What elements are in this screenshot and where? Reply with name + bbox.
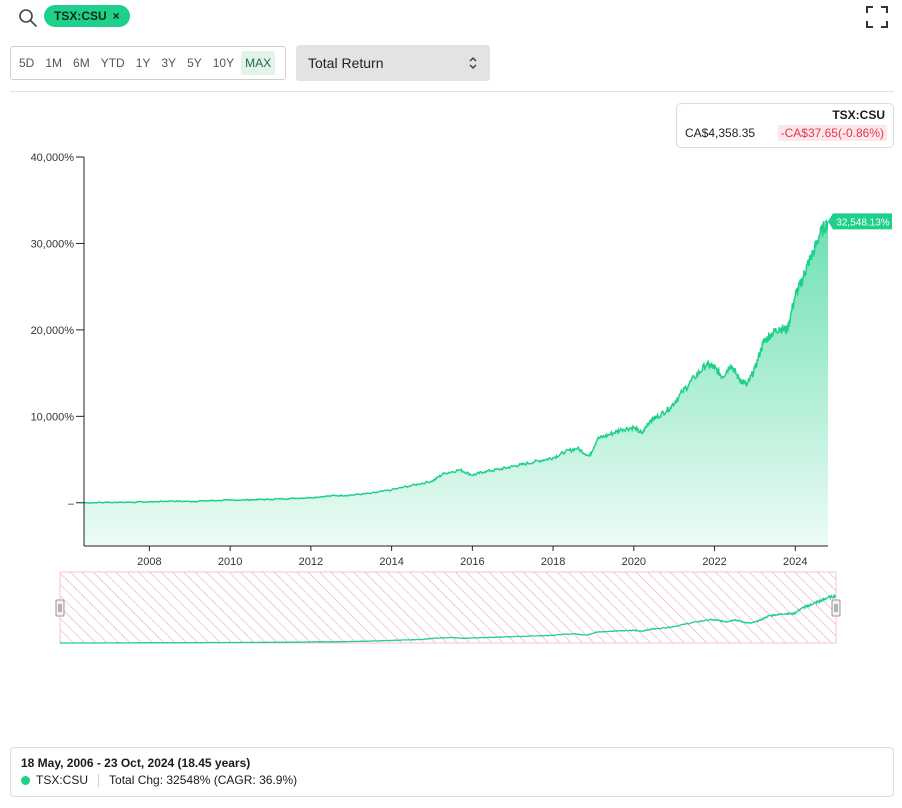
series-area-tsx-csu xyxy=(84,219,828,546)
navigator-range xyxy=(59,571,837,644)
legend-dot xyxy=(21,775,30,785)
range-button-3y[interactable]: 3Y xyxy=(161,56,177,70)
y-tick-label-40000: 40,000% xyxy=(31,152,75,164)
sort-arrows-icon xyxy=(469,57,477,69)
y-tick-label-20000: 20,000% xyxy=(31,325,75,337)
range-button-ytd[interactable]: YTD xyxy=(100,56,125,70)
x-tick-label-2018: 2018 xyxy=(541,556,565,568)
metric-select-value: Total Return xyxy=(308,55,384,71)
y-tick-label-10000: 10,000% xyxy=(31,411,75,423)
date-range-summary: 18 May, 2006 - 23 Oct, 2024 (18.45 years… xyxy=(21,756,251,770)
series-line-tsx-csu xyxy=(84,219,829,504)
end-value-label-bg xyxy=(828,213,892,230)
legend-separator xyxy=(98,773,100,787)
x-tick-label-2020: 2020 xyxy=(622,556,646,568)
x-tick-label-2016: 2016 xyxy=(460,556,484,568)
navigator-handle-right[interactable] xyxy=(831,599,841,617)
range-button-10y[interactable]: 10Y xyxy=(212,56,235,70)
range-button-5y[interactable]: 5Y xyxy=(187,56,202,70)
legend: TSX:CSU Total Chg: 32548% (CAGR: 36.9%) xyxy=(21,773,297,787)
x-tick-label-2022: 2022 xyxy=(702,556,726,568)
summary-panel: 18 May, 2006 - 23 Oct, 2024 (18.45 years… xyxy=(10,747,894,797)
legend-ticker: TSX:CSU xyxy=(36,773,89,787)
y-tick-label-30000: 30,000% xyxy=(31,238,75,250)
range-button-1m[interactable]: 1M xyxy=(45,56,63,70)
close-icon[interactable]: × xyxy=(112,9,120,23)
range-button-5d[interactable]: 5D xyxy=(19,56,35,70)
ticker-chip-label: TSX:CSU xyxy=(54,9,107,23)
navigator-handle-left[interactable] xyxy=(55,599,65,617)
end-value-label: 32,548.13% xyxy=(836,217,889,228)
metric-select[interactable]: Total Return xyxy=(296,45,490,81)
total-return-chart[interactable]: – 10,000% 20,000% 30,000% 40,000% 2008 2010 201… xyxy=(0,140,902,650)
x-tick-label-2014: 2014 xyxy=(379,556,403,568)
navigator-line xyxy=(60,593,837,644)
x-tick-label-2012: 2012 xyxy=(299,556,323,568)
time-range-selector: 5D 1M 6M YTD 1Y 3Y 5Y 10Y MAX xyxy=(10,46,286,80)
total-change: Total Chg: 32548% (CAGR: 36.9%) xyxy=(109,773,298,787)
x-tick-label-2010: 2010 xyxy=(218,556,242,568)
quote-box: TSX:CSU CA$4,358.35 -CA$37.65(-0.86%) xyxy=(676,103,894,148)
y-tick-label-0: – xyxy=(68,498,75,510)
fullscreen-icon[interactable] xyxy=(866,6,888,28)
x-tick-label-2008: 2008 xyxy=(137,556,161,568)
quote-change: -CA$37.65(-0.86%) xyxy=(777,125,887,141)
range-button-6m[interactable]: 6M xyxy=(73,56,90,70)
x-tick-label-2024: 2024 xyxy=(783,556,807,568)
search-icon[interactable] xyxy=(18,8,38,28)
divider xyxy=(10,91,894,92)
range-button-1y[interactable]: 1Y xyxy=(135,56,151,70)
quote-price: CA$4,358.35 xyxy=(685,126,756,140)
range-button-max[interactable]: MAX xyxy=(241,51,276,75)
ticker-chip[interactable]: TSX:CSU × xyxy=(44,5,130,27)
quote-ticker: TSX:CSU xyxy=(832,108,885,122)
